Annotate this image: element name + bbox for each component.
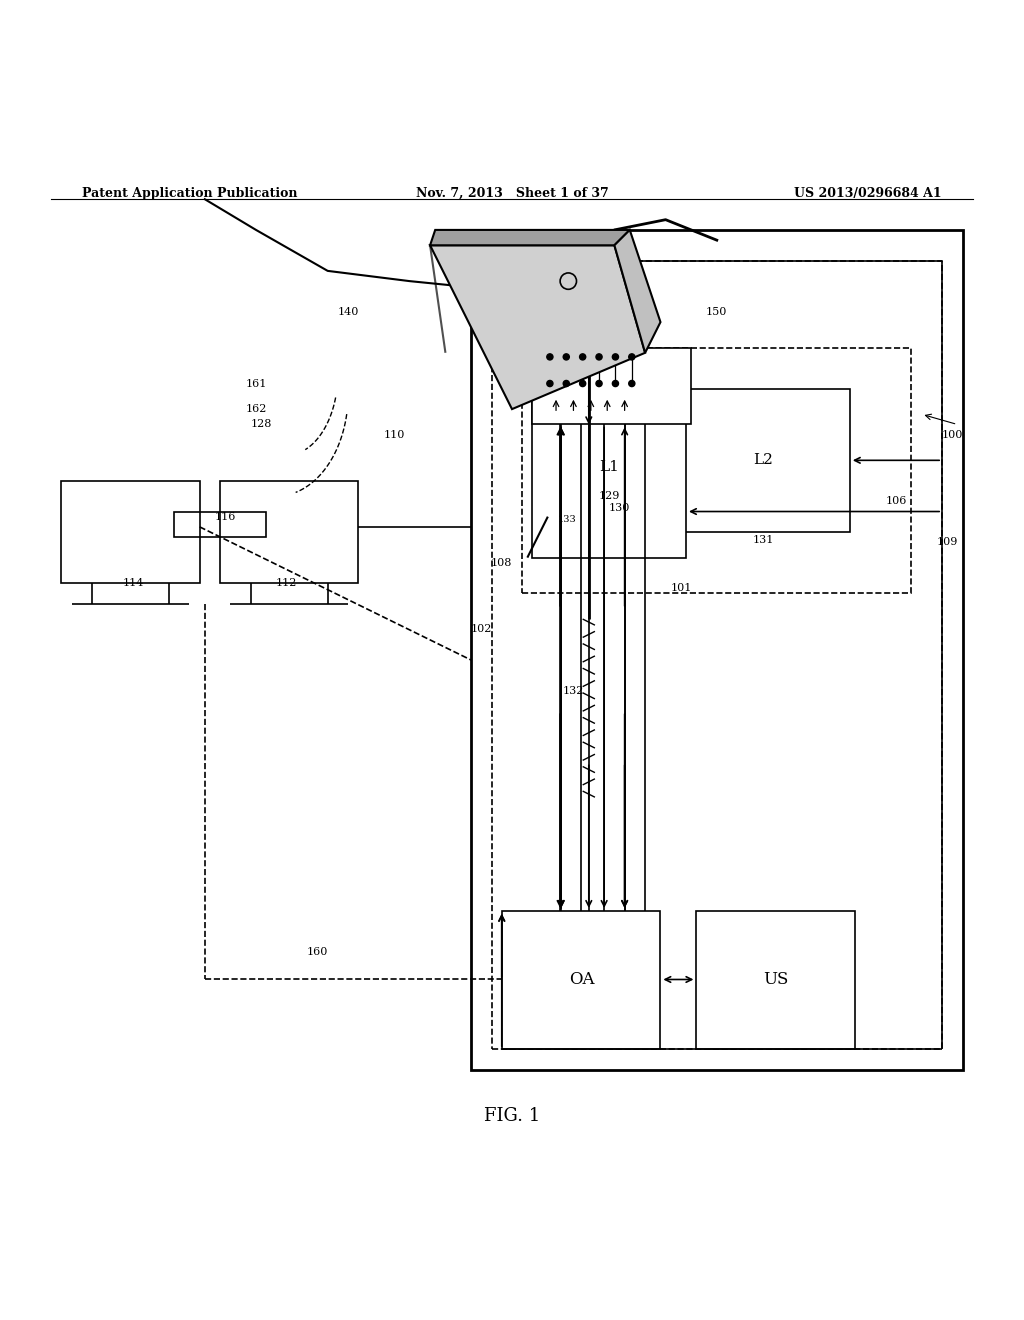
Text: L1: L1 <box>599 461 620 474</box>
Text: 140: 140 <box>338 306 358 317</box>
Circle shape <box>629 354 635 360</box>
Bar <box>696 911 855 1049</box>
Bar <box>568 343 609 358</box>
Circle shape <box>596 354 602 360</box>
Circle shape <box>580 354 586 360</box>
Text: L2: L2 <box>753 453 773 467</box>
Bar <box>471 230 963 1069</box>
Bar <box>676 388 850 532</box>
Text: 109: 109 <box>937 537 957 548</box>
Text: 114: 114 <box>123 578 143 589</box>
Circle shape <box>563 354 569 360</box>
Circle shape <box>612 354 618 360</box>
Polygon shape <box>430 230 630 246</box>
Text: 101: 101 <box>671 583 691 593</box>
Circle shape <box>596 380 602 387</box>
Text: 108: 108 <box>492 558 512 568</box>
Bar <box>522 347 911 594</box>
Text: 161: 161 <box>246 379 266 388</box>
Text: US 2013/0296684 A1: US 2013/0296684 A1 <box>795 187 942 199</box>
Text: 102: 102 <box>471 624 492 635</box>
Polygon shape <box>614 230 660 352</box>
Text: 150: 150 <box>707 306 727 317</box>
Text: Nov. 7, 2013   Sheet 1 of 37: Nov. 7, 2013 Sheet 1 of 37 <box>416 187 608 199</box>
Text: 112: 112 <box>276 578 297 589</box>
Text: 133: 133 <box>558 515 577 524</box>
Text: 128: 128 <box>251 420 271 429</box>
Circle shape <box>547 380 553 387</box>
Bar <box>174 512 266 537</box>
Text: 162: 162 <box>246 404 266 414</box>
Text: OA: OA <box>569 972 594 987</box>
Text: 129: 129 <box>599 491 620 502</box>
Text: US: US <box>764 972 788 987</box>
Circle shape <box>612 380 618 387</box>
Bar <box>502 911 660 1049</box>
Text: 160: 160 <box>307 946 328 957</box>
Polygon shape <box>430 246 645 409</box>
Circle shape <box>547 354 553 360</box>
Circle shape <box>629 380 635 387</box>
Bar <box>492 260 942 1049</box>
Text: 100: 100 <box>942 430 963 440</box>
Text: FIG. 1: FIG. 1 <box>484 1106 540 1125</box>
Text: 120: 120 <box>599 292 620 301</box>
Bar <box>532 347 691 425</box>
Circle shape <box>563 380 569 387</box>
Text: Patent Application Publication: Patent Application Publication <box>82 187 297 199</box>
Bar <box>532 379 686 557</box>
Bar <box>61 480 200 583</box>
Text: 116: 116 <box>215 512 236 521</box>
Circle shape <box>580 380 586 387</box>
Text: 106: 106 <box>886 496 906 507</box>
Text: 110: 110 <box>384 430 404 440</box>
Text: 131: 131 <box>753 535 773 545</box>
Bar <box>220 480 358 583</box>
Text: 130: 130 <box>609 503 630 513</box>
Text: 132: 132 <box>563 685 584 696</box>
